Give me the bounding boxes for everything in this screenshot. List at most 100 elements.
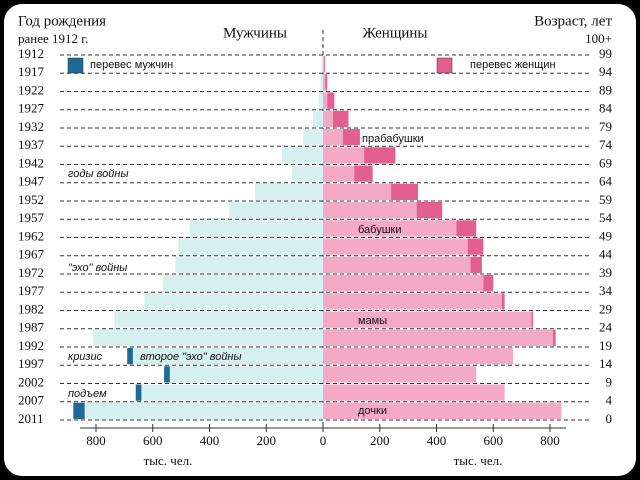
- bar: [332, 110, 349, 127]
- legend-label: перевес женщин: [470, 59, 556, 71]
- bar: [323, 293, 502, 310]
- bar: [354, 165, 373, 182]
- bar: [323, 165, 355, 182]
- bar: [323, 56, 325, 73]
- bar: [127, 348, 133, 365]
- age-label: 54: [599, 210, 613, 225]
- annotation: дочки: [358, 405, 387, 417]
- year-label: 1962: [18, 228, 44, 243]
- year-label: 1997: [18, 356, 45, 371]
- age-label: 4: [606, 393, 613, 408]
- bar: [323, 74, 326, 91]
- age-label: 24: [599, 320, 613, 335]
- bar: [323, 366, 477, 383]
- age-label: 79: [599, 119, 612, 134]
- bar: [189, 220, 323, 237]
- age-label: 29: [599, 301, 612, 316]
- year-label: 1992: [18, 338, 44, 353]
- bar: [364, 147, 396, 164]
- year-label: 1917: [18, 64, 45, 79]
- bar: [456, 220, 477, 237]
- age-label: 19: [599, 338, 612, 353]
- bar: [323, 256, 471, 273]
- bar: [323, 110, 333, 127]
- bar: [291, 165, 323, 182]
- annotation: бабушки: [358, 224, 402, 236]
- year-label: 1922: [18, 82, 44, 97]
- bar: [162, 275, 323, 292]
- bar: [132, 348, 323, 365]
- year-label: 1982: [18, 301, 44, 316]
- bar: [323, 238, 468, 255]
- bar: [391, 183, 419, 200]
- year-label: 1942: [18, 155, 44, 170]
- x-axis-label: тыс. чел.: [144, 453, 193, 468]
- age-label: 99: [599, 46, 612, 61]
- right-header: Женщины: [362, 25, 427, 41]
- bar: [323, 329, 553, 346]
- bar: [313, 110, 323, 127]
- year-label: 2011: [18, 411, 44, 426]
- bar: [552, 329, 556, 346]
- year-label: 1972: [18, 265, 44, 280]
- year-label: 1967: [18, 247, 45, 262]
- x-tick-label: 800: [540, 433, 560, 448]
- age-label: 69: [599, 155, 612, 170]
- bar: [323, 147, 365, 164]
- age-label: 49: [599, 228, 612, 243]
- year-label: 1987: [18, 320, 45, 335]
- bar: [323, 202, 417, 219]
- bar: [164, 366, 170, 383]
- bar: [321, 56, 323, 73]
- legend-label: перевес мужчин: [90, 59, 173, 71]
- bar: [229, 202, 323, 219]
- bar: [254, 183, 323, 200]
- age-label: 74: [599, 137, 613, 152]
- year-label: 2002: [18, 374, 44, 389]
- age-label: 34: [599, 283, 613, 298]
- bar: [483, 275, 494, 292]
- annotation: кризис: [68, 351, 103, 363]
- bar: [325, 74, 328, 91]
- age-label: 44: [599, 247, 613, 262]
- year-label: 1947: [18, 174, 45, 189]
- bar: [323, 311, 532, 328]
- x-tick-label: 200: [370, 433, 390, 448]
- bar: [467, 238, 484, 255]
- bar: [135, 384, 142, 401]
- right-title: Возраст, лет: [534, 13, 612, 29]
- age-label: 59: [599, 192, 612, 207]
- left-subtitle: ранее 1912 г.: [18, 31, 88, 46]
- year-label: 1957: [18, 210, 45, 225]
- x-tick-label: 200: [257, 433, 277, 448]
- bar: [323, 129, 343, 146]
- age-label: 14: [599, 356, 613, 371]
- bar: [323, 348, 514, 365]
- annotation: мамы: [358, 315, 387, 327]
- annotation: второе "эхо" войны: [140, 351, 242, 363]
- bar: [327, 92, 335, 109]
- x-tick-label: 800: [86, 433, 106, 448]
- year-label: 2007: [18, 393, 45, 408]
- annotation: годы войны: [68, 168, 129, 180]
- year-label: 1937: [18, 137, 45, 152]
- bar: [318, 92, 323, 109]
- x-tick-label: 0: [320, 433, 327, 448]
- bar: [303, 129, 323, 146]
- x-tick-label: 600: [484, 433, 504, 448]
- age-label: 84: [599, 101, 613, 116]
- annotation: подъем: [68, 388, 107, 400]
- year-label: 1952: [18, 192, 44, 207]
- bar: [501, 293, 505, 310]
- annotation: прабабушки: [362, 133, 424, 145]
- bar: [169, 366, 323, 383]
- bar: [323, 220, 457, 237]
- x-tick-label: 400: [200, 433, 220, 448]
- bar: [323, 275, 484, 292]
- bar: [323, 92, 328, 109]
- bar: [144, 293, 323, 310]
- bar: [470, 256, 482, 273]
- age-label: 39: [599, 265, 612, 280]
- left-title: Год рождения: [18, 13, 106, 29]
